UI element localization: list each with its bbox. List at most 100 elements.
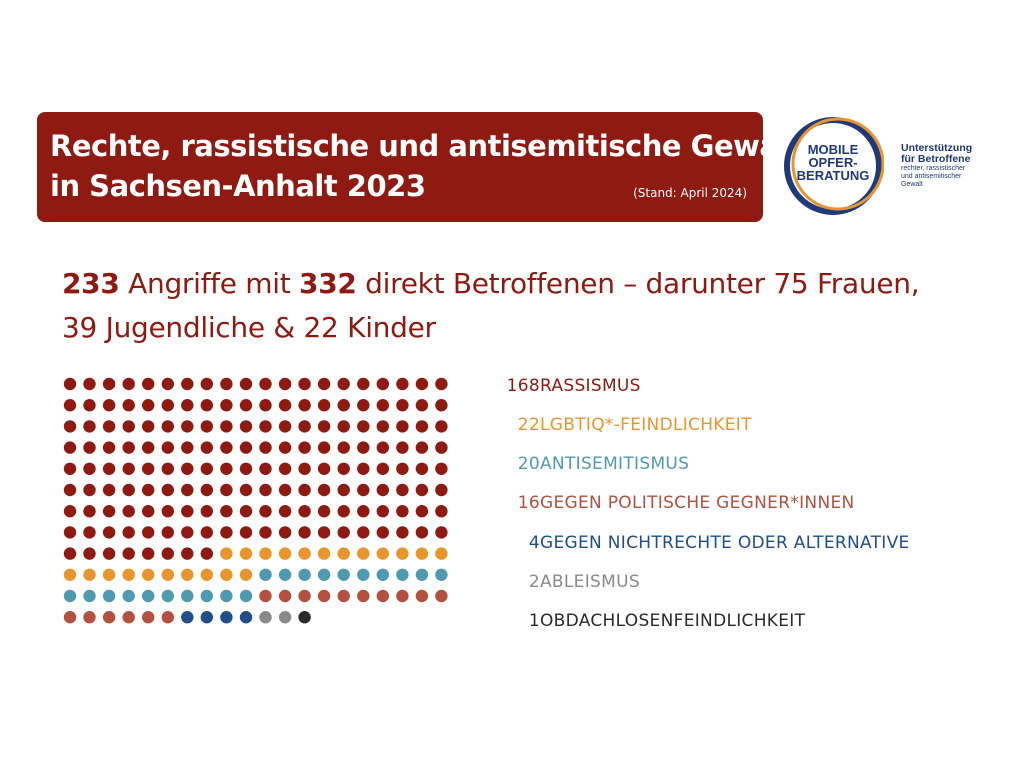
logo-wordmark: MOBILE OPFER- BERATUNG <box>782 143 884 182</box>
waffle-dot-series-0 <box>239 399 253 412</box>
waffle-dot-series-0 <box>317 377 331 391</box>
waffle-dot-series-0 <box>435 399 448 412</box>
waffle-dot-series-2 <box>122 589 135 603</box>
waffle-dot-series-4 <box>220 611 233 624</box>
waffle-dot-series-0 <box>435 462 448 475</box>
waffle-dot-series-3 <box>102 611 116 624</box>
waffle-dot-series-0 <box>259 462 272 475</box>
waffle-dot-series-0 <box>200 505 213 518</box>
waffle-dot-series-0 <box>278 420 292 433</box>
waffle-dot-series-0 <box>337 399 350 412</box>
mobile-opferberatung-logo: MOBILE OPFER- BERATUNG Unterstützung für… <box>782 113 982 223</box>
waffle-dot-series-0 <box>357 462 370 475</box>
waffle-dot-series-0 <box>122 483 135 497</box>
waffle-dot-series-0 <box>161 526 174 539</box>
waffle-dot-series-1 <box>298 547 311 560</box>
waffle-dot-series-1 <box>239 547 253 560</box>
waffle-dot-series-1 <box>83 568 96 581</box>
waffle-dot-series-0 <box>317 505 331 518</box>
waffle-dot-series-0 <box>278 483 292 497</box>
waffle-dot-series-0 <box>357 483 370 497</box>
logo-tagline-3: rechter, rassistischer und antisemitisch… <box>901 165 966 188</box>
waffle-dot-series-1 <box>278 547 292 560</box>
legend-value: 16 <box>517 493 540 513</box>
waffle-dot-series-0 <box>239 505 253 518</box>
waffle-dot-series-3 <box>357 589 370 603</box>
waffle-dot-series-0 <box>298 505 311 518</box>
title-line-2: in Sachsen-Anhalt 2023 <box>50 169 426 203</box>
legend-label: LGBTIQ*-FEINDLICHKEIT <box>540 415 752 435</box>
waffle-dot-series-0 <box>220 441 233 454</box>
waffle-dot-series-0 <box>102 505 116 518</box>
waffle-dot-series-2 <box>142 589 155 603</box>
waffle-dot-series-1 <box>396 547 409 560</box>
waffle-dot-series-0 <box>337 505 350 518</box>
waffle-dot-series-2 <box>161 589 174 603</box>
waffle-dot-series-0 <box>63 462 77 475</box>
logo-tagline-1: Unterstützung <box>901 142 973 154</box>
waffle-dot-series-2 <box>415 568 429 581</box>
legend-label: ANTISEMITISMUS <box>540 454 690 474</box>
waffle-dot-series-0 <box>220 505 233 518</box>
waffle-dot-series-3 <box>435 589 448 603</box>
waffle-dot-series-0 <box>102 526 116 539</box>
waffle-dot-series-0 <box>122 441 135 454</box>
legend-label: OBDACHLOSENFEINDLICHKEIT <box>540 611 806 631</box>
waffle-dot-series-1 <box>239 568 253 581</box>
waffle-dot-series-0 <box>200 441 213 454</box>
waffle-dot-series-0 <box>317 462 331 475</box>
waffle-dot-series-2 <box>239 589 253 603</box>
waffle-dot-series-1 <box>122 568 135 581</box>
waffle-dot-series-0 <box>122 399 135 412</box>
waffle-dot-series-0 <box>83 441 96 454</box>
waffle-dot-series-2 <box>259 568 272 581</box>
summary-text-2: direkt Betroffenen – darunter 75 Frauen, <box>356 267 920 300</box>
waffle-dot-series-0 <box>102 483 116 497</box>
waffle-dot-series-0 <box>435 441 448 454</box>
waffle-dot-series-2 <box>298 568 311 581</box>
waffle-dot-series-0 <box>142 420 155 433</box>
waffle-dot-series-0 <box>220 483 233 497</box>
waffle-dot-series-0 <box>200 377 213 391</box>
waffle-dot-series-0 <box>220 526 233 539</box>
waffle-dot-series-0 <box>181 526 194 539</box>
waffle-dot-series-0 <box>181 547 194 560</box>
waffle-dot-series-0 <box>337 526 350 539</box>
waffle-dot-series-6 <box>298 611 311 624</box>
waffle-dot-series-2 <box>102 589 116 603</box>
waffle-dot-series-0 <box>102 462 116 475</box>
waffle-dot-series-1 <box>200 568 213 581</box>
waffle-dot-series-4 <box>200 611 213 624</box>
waffle-dot-series-0 <box>220 399 233 412</box>
waffle-dot-series-0 <box>200 462 213 475</box>
summary-text-1: Angriffe mit <box>119 267 300 300</box>
victim-count: 332 <box>299 267 357 300</box>
waffle-dot-series-3 <box>63 611 77 624</box>
waffle-dot-series-0 <box>142 441 155 454</box>
logo-tagline: Unterstützung für Betroffene rechter, ra… <box>901 143 991 189</box>
waffle-dot-series-0 <box>259 526 272 539</box>
waffle-dot-series-0 <box>298 399 311 412</box>
waffle-dot-series-0 <box>63 377 77 391</box>
waffle-dot-series-0 <box>435 377 448 391</box>
waffle-dot-series-0 <box>298 420 311 433</box>
waffle-dot-series-0 <box>337 441 350 454</box>
waffle-dot-series-0 <box>122 462 135 475</box>
logo-line-2: OPFER- <box>808 155 858 170</box>
waffle-dot-series-0 <box>220 420 233 433</box>
waffle-dot-series-0 <box>122 420 135 433</box>
waffle-dot-series-0 <box>142 399 155 412</box>
waffle-dot-series-0 <box>317 483 331 497</box>
legend-label: RASSISMUS <box>540 376 641 396</box>
waffle-dot-series-0 <box>239 483 253 497</box>
waffle-dot-series-1 <box>142 568 155 581</box>
waffle-dot-series-0 <box>181 377 194 391</box>
waffle-dot-series-2 <box>337 568 350 581</box>
waffle-dot-series-0 <box>161 377 174 391</box>
waffle-dot-series-3 <box>415 589 429 603</box>
waffle-dot-series-0 <box>102 399 116 412</box>
waffle-dot-series-0 <box>317 441 331 454</box>
waffle-dot-series-0 <box>337 462 350 475</box>
status-date: (Stand: April 2024) <box>633 186 747 200</box>
waffle-dot-series-0 <box>415 441 429 454</box>
